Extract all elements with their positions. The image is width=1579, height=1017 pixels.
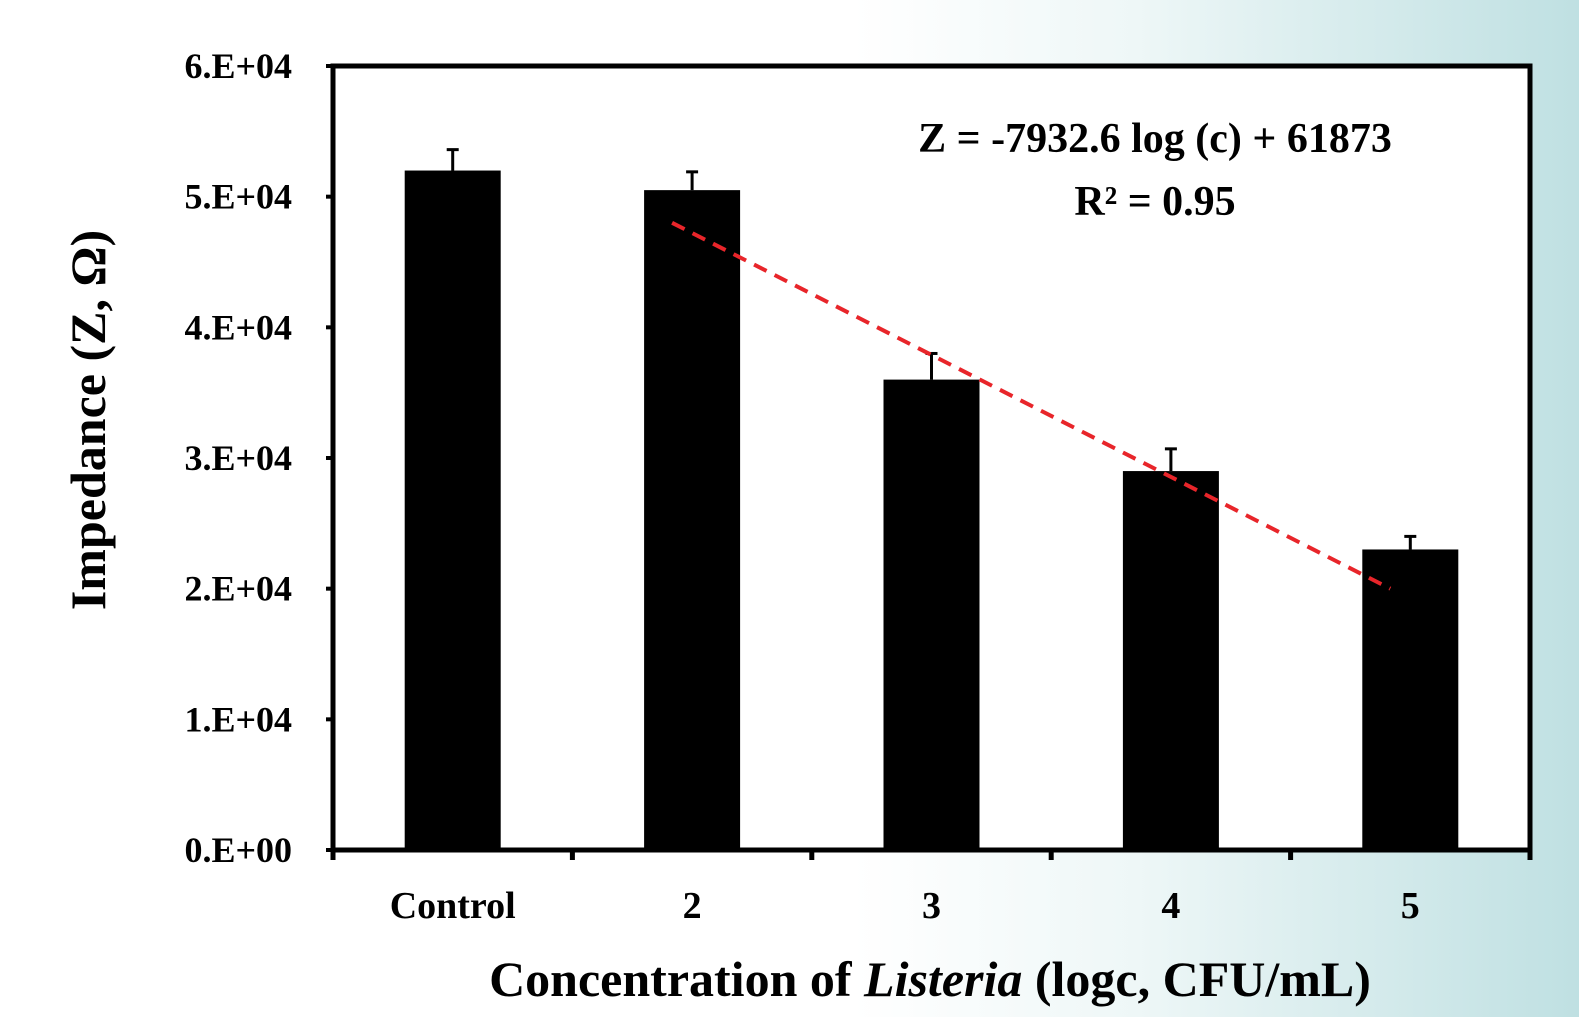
trendline [671, 221, 1392, 591]
x-tick-label: Control [390, 885, 516, 927]
bar-control [404, 170, 501, 851]
x-tick-label: 2 [683, 885, 702, 927]
y-tick-label: 3.E+04 [184, 438, 292, 478]
bar-4 [1122, 471, 1219, 850]
trendline-equation: Z = -7932.6 log (c) + 61873 [918, 116, 1392, 162]
x-axis-ticks: Control 2 3 4 5 [330, 850, 1533, 927]
x-axis-title: Concentration of Listeria (logc, CFU/mL) [489, 951, 1371, 1007]
trendline-r-squared: R² = 0.95 [1074, 179, 1235, 225]
bar-3 [883, 379, 980, 850]
x-tick-label: 4 [1161, 885, 1180, 927]
y-tick-label: 2.E+04 [184, 569, 292, 609]
x-axis-title-italic: Listeria [863, 951, 1022, 1007]
bars-group [404, 170, 1459, 851]
bar-5 [1362, 549, 1459, 850]
x-tick-label: 3 [922, 885, 941, 927]
y-axis-ticks: 0.E+00 1.E+04 2.E+04 3.E+04 4.E+04 5.E+04 6.E+… [184, 46, 333, 870]
y-axis-title: Impedance (Z, Ω) [60, 230, 116, 610]
x-axis-title-suffix: (logc, CFU/mL) [1022, 951, 1371, 1007]
bar-2 [644, 190, 741, 851]
y-tick-label: 0.E+00 [184, 830, 292, 870]
y-tick-label: 1.E+04 [184, 699, 292, 739]
x-axis-title-prefix: Concentration of [489, 951, 864, 1007]
y-tick-label: 4.E+04 [184, 307, 292, 347]
y-tick-label: 5.E+04 [184, 177, 292, 217]
y-tick-label: 6.E+04 [184, 46, 292, 86]
trendline-group [671, 221, 1392, 591]
x-tick-label: 5 [1401, 885, 1420, 927]
